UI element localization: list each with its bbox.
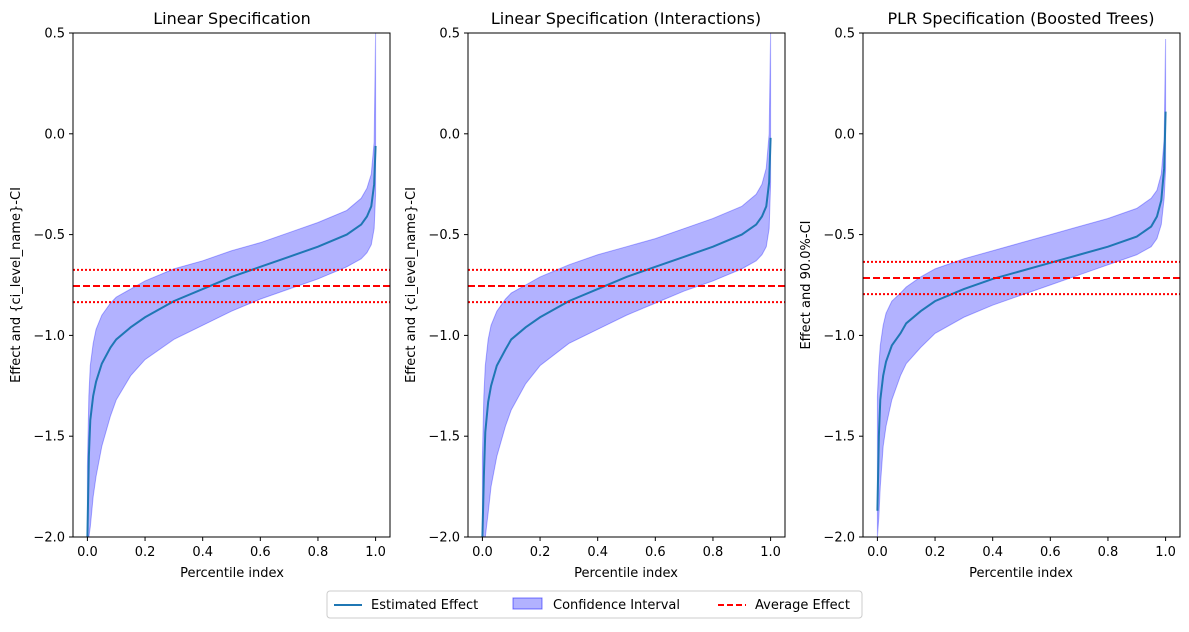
confidence-band — [481, 33, 772, 537]
confidence-band — [876, 39, 1167, 537]
legend: Estimated Effect Confidence Interval Ave… — [326, 590, 863, 619]
x-tick-label: 0.6 — [250, 545, 271, 560]
legend-ci-swatch — [512, 597, 543, 610]
x-axis-label: Percentile index — [574, 566, 678, 581]
plot-area — [468, 33, 785, 537]
x-tick-label: 0.0 — [867, 545, 888, 560]
y-tick-label: −2.0 — [428, 531, 460, 546]
y-axis-label: Effect and 90.0%-CI — [799, 220, 814, 349]
legend-frame — [326, 590, 863, 619]
panel-linear-specification: Linear Specification Percentile index Ef… — [9, 9, 391, 581]
y-tick-label: 0.5 — [834, 27, 855, 42]
legend-estimate-label: Estimated Effect — [371, 598, 478, 613]
y-tick-label: −1.0 — [823, 329, 855, 344]
x-tick-label: 1.0 — [1155, 545, 1176, 560]
x-tick-label: 0.8 — [703, 545, 724, 560]
y-tick-label: −1.5 — [428, 430, 460, 445]
y-tick-label: 0.5 — [44, 27, 65, 42]
legend-ci-label: Confidence Interval — [553, 598, 680, 613]
y-tick-label: −0.5 — [428, 228, 460, 243]
x-tick-label: 0.0 — [472, 545, 493, 560]
y-tick-label: −1.5 — [823, 430, 855, 445]
axes-frame — [862, 32, 1181, 538]
x-tick-label: 1.0 — [365, 545, 386, 560]
x-axis-label: Percentile index — [180, 566, 284, 581]
y-axis-label: Effect and {ci_level_name}-CI — [404, 187, 419, 383]
panel-plr-specification-boosted-trees: PLR Specification (Boosted Trees) Percen… — [799, 9, 1181, 581]
y-tick-label: 0.0 — [44, 127, 65, 142]
x-tick-label: 0.0 — [77, 545, 98, 560]
y-axis-label: Effect and {ci_level_name}-CI — [9, 187, 24, 383]
y-tick-label: −1.5 — [33, 430, 65, 445]
x-tick-label: 0.2 — [530, 545, 551, 560]
y-tick-label: 0.0 — [439, 127, 460, 142]
x-tick-label: 0.2 — [925, 545, 946, 560]
panel-title: Linear Specification (Interactions) — [491, 9, 761, 28]
x-tick-label: 0.2 — [135, 545, 156, 560]
panel-linear-specification-interactions: Linear Specification (Interactions) Perc… — [404, 9, 786, 581]
axes-frame — [467, 32, 786, 538]
y-tick-label: −2.0 — [33, 531, 65, 546]
x-tick-label: 0.6 — [1040, 545, 1061, 560]
axes-frame — [72, 32, 391, 538]
x-tick-label: 0.4 — [982, 545, 1003, 560]
plot-area — [863, 39, 1180, 537]
plot-area — [73, 33, 390, 537]
confidence-band — [86, 33, 377, 537]
x-tick-label: 0.8 — [1098, 545, 1119, 560]
x-tick-label: 1.0 — [760, 545, 781, 560]
y-tick-label: 0.0 — [834, 127, 855, 142]
x-tick-label: 0.8 — [308, 545, 329, 560]
y-tick-label: −0.5 — [33, 228, 65, 243]
y-tick-label: −1.0 — [428, 329, 460, 344]
panel-title: Linear Specification — [153, 9, 311, 28]
y-tick-label: −0.5 — [823, 228, 855, 243]
x-tick-label: 0.6 — [645, 545, 666, 560]
y-tick-label: 0.5 — [439, 27, 460, 42]
y-tick-label: −2.0 — [823, 531, 855, 546]
estimated-effect-line — [86, 145, 377, 537]
x-tick-label: 0.4 — [192, 545, 213, 560]
legend-average-label: Average Effect — [755, 598, 850, 613]
estimated-effect-line — [481, 137, 772, 537]
x-tick-label: 0.4 — [587, 545, 608, 560]
x-axis-label: Percentile index — [969, 566, 1073, 581]
estimated-effect-line — [876, 111, 1167, 511]
y-tick-label: −1.0 — [33, 329, 65, 344]
panel-title: PLR Specification (Boosted Trees) — [888, 9, 1155, 28]
